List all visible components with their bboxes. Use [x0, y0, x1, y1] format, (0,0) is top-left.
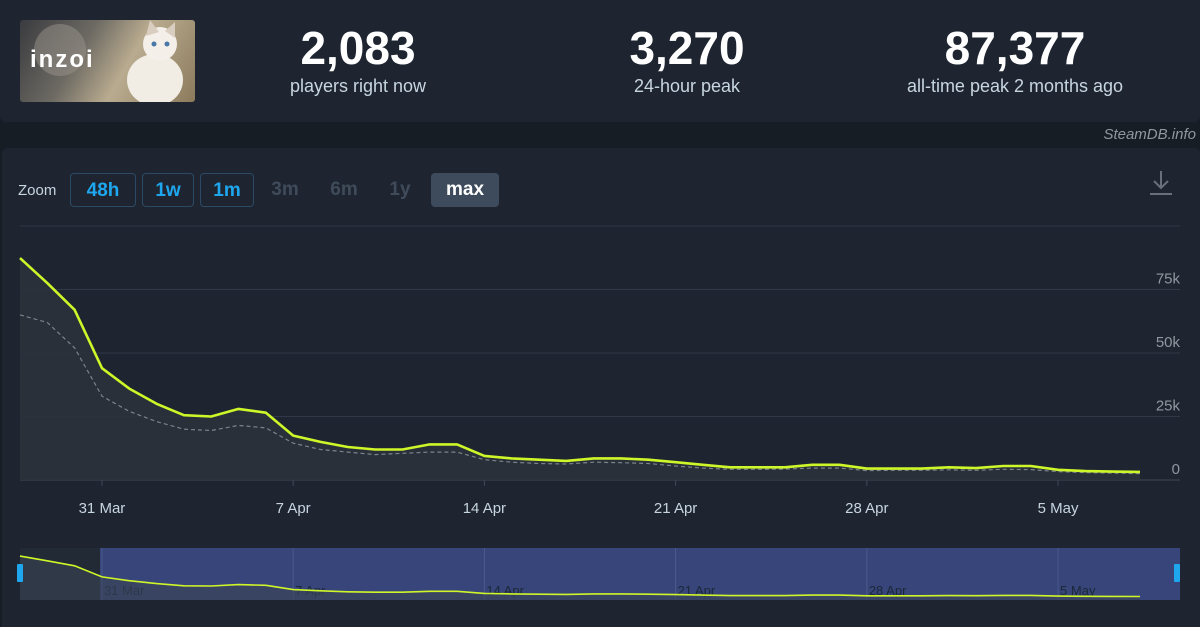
navigator-tick-label: 28 Apr [869, 583, 907, 598]
navigator-left-handle[interactable] [17, 564, 23, 582]
y-tick-label: 25k [1156, 398, 1181, 415]
zoom-button-3m[interactable]: 3m [271, 179, 299, 200]
y-tick-label: 0 [1172, 461, 1180, 478]
series-average-line [19, 314, 1141, 475]
all-time-peak-label: all-time peak 2 months ago [906, 76, 1124, 96]
zoom-button-max[interactable]: max [431, 173, 499, 207]
x-tick-label: 28 Apr [845, 500, 888, 517]
zoom-button-6m[interactable]: 6m [330, 179, 358, 200]
players-area [20, 258, 1140, 480]
x-tick-label: 31 Mar [79, 500, 126, 517]
current-players-stat: 2,083 players right now [258, 22, 458, 97]
y-tick-label: 50k [1156, 334, 1181, 351]
all-time-peak-value: 87,377 [944, 22, 1086, 74]
navigator-tick-label: 5 May [1060, 583, 1096, 598]
series-players-line [19, 257, 1141, 474]
chart-panel [2, 148, 1200, 627]
download-icon[interactable] [1148, 168, 1174, 198]
peak-24h-value: 3,270 [629, 22, 745, 74]
x-tick-label: 21 Apr [654, 500, 697, 517]
peak-24h-stat: 3,270 24-hour peak [587, 22, 787, 97]
x-tick-label: 5 May [1038, 500, 1079, 517]
zoom-button-48h[interactable]: 48h [70, 173, 136, 207]
zoom-label: Zoom [18, 182, 57, 199]
x-tick-label: 7 Apr [276, 500, 311, 517]
navigator-line [19, 555, 1141, 598]
game-logo[interactable]: inZOI [20, 20, 195, 102]
current-players-value: 2,083 [300, 22, 416, 74]
zoom-button-1w[interactable]: 1w [142, 173, 194, 207]
navigator-right-handle[interactable] [1174, 564, 1180, 582]
x-tick-label: 14 Apr [463, 500, 506, 517]
zoom-button-1m[interactable]: 1m [200, 173, 254, 207]
zoom-button-1y[interactable]: 1y [389, 179, 411, 200]
peak-24h-label: 24-hour peak [633, 76, 741, 96]
cat-illustration [34, 20, 183, 102]
all-time-peak-stat: 87,377 all-time peak 2 months ago [880, 22, 1150, 97]
current-players-label: players right now [289, 76, 427, 96]
source-credit[interactable]: SteamDB.info [1103, 126, 1196, 143]
stats-panel: inZOI 2,083 players right now 3,270 24-h… [0, 0, 1200, 122]
y-tick-label: 75k [1156, 271, 1181, 288]
logo-text: inZOI [30, 46, 95, 73]
